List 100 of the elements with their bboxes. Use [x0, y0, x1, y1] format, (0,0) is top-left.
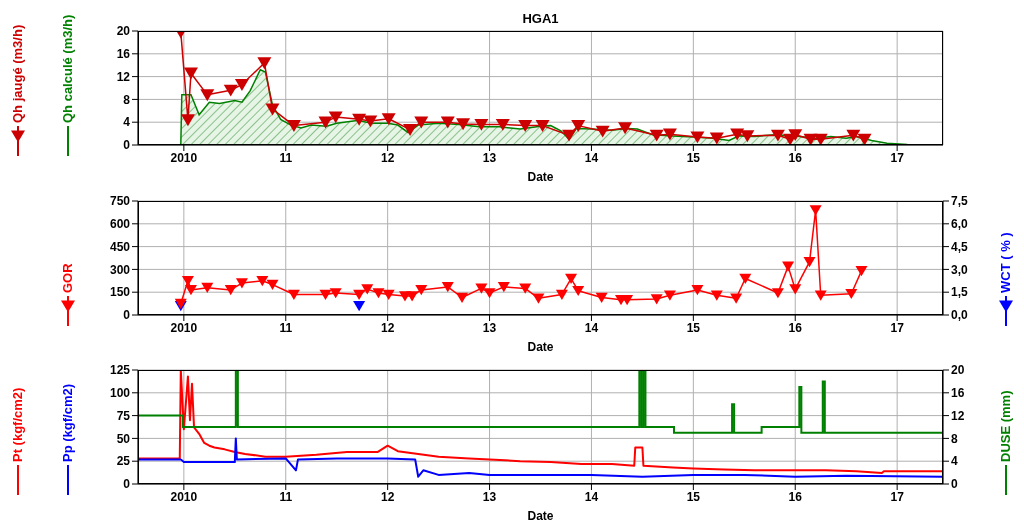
point — [353, 289, 366, 300]
point — [372, 288, 385, 299]
y2-tick-label: 3,0 — [951, 262, 969, 277]
y-tick-label: 0 — [123, 138, 131, 153]
chart-title: HGA1 — [521, 11, 560, 26]
point — [814, 290, 827, 301]
y-tick-label: 750 — [109, 194, 131, 209]
point — [782, 261, 795, 272]
point — [650, 294, 663, 305]
point — [497, 282, 510, 293]
y2-tick-label: 4 — [951, 454, 958, 469]
point — [649, 129, 664, 142]
y2-tick-label: 7,5 — [951, 194, 969, 209]
point — [771, 288, 784, 299]
point — [813, 133, 828, 145]
point — [352, 113, 367, 126]
point — [483, 288, 496, 299]
point — [788, 129, 803, 142]
point — [739, 273, 752, 284]
point — [287, 289, 300, 300]
point — [361, 284, 374, 295]
point — [201, 282, 214, 294]
point — [266, 279, 279, 290]
point — [200, 89, 215, 102]
point — [257, 57, 272, 70]
x-axis-title: Date — [527, 170, 554, 184]
point — [663, 290, 676, 301]
point — [518, 120, 533, 132]
point — [265, 103, 280, 116]
point — [475, 283, 488, 294]
y2-tick-label: 16 — [951, 386, 965, 401]
point — [474, 118, 489, 131]
text: DUSE (mm) — [998, 390, 1013, 462]
x-tick-label: 14 — [584, 320, 599, 335]
point — [184, 285, 197, 296]
text: Pp (kgf/cm2) — [60, 383, 75, 462]
point — [595, 292, 608, 303]
point — [809, 205, 822, 216]
y-tick-label: 150 — [109, 285, 131, 300]
y2-tick-label: 4,5 — [951, 239, 969, 254]
y-tick-label: 25 — [116, 454, 131, 469]
y2-tick-label: 8 — [951, 431, 958, 446]
point — [363, 115, 378, 128]
x-tick-label: 13 — [482, 489, 497, 504]
point — [710, 290, 723, 301]
x-tick-label: 15 — [686, 489, 701, 504]
point — [535, 120, 550, 132]
y-tick-label: 4 — [123, 115, 131, 130]
y2-tick-label: 12 — [951, 408, 965, 423]
y-tick-label: 12 — [116, 69, 131, 84]
x-tick-label: 14 — [584, 489, 599, 504]
point — [770, 129, 785, 142]
point — [456, 118, 471, 131]
y-tick-label: 8 — [123, 92, 131, 107]
point — [662, 128, 677, 141]
y-tick-label: 125 — [109, 363, 131, 378]
point — [857, 133, 872, 145]
x-tick-label: 16 — [788, 489, 803, 504]
y-tick-label: 0 — [123, 477, 131, 492]
y-tick-label: 50 — [116, 431, 131, 446]
point — [319, 289, 332, 300]
y-tick-label: 300 — [109, 262, 131, 277]
point — [709, 132, 724, 145]
point — [403, 124, 418, 136]
x-tick-label: 2010 — [170, 489, 198, 504]
x-tick-label: 16 — [788, 150, 803, 165]
point — [595, 125, 610, 138]
x-tick-label: 11 — [279, 489, 293, 504]
point — [235, 278, 248, 289]
point — [565, 273, 578, 284]
x-tick-label: 11 — [279, 150, 293, 165]
y-tick-label: 100 — [109, 386, 131, 401]
y2-tick-label: 6,0 — [951, 217, 969, 232]
y-tick-label: 20 — [116, 24, 131, 39]
point — [440, 116, 455, 129]
point — [845, 288, 858, 300]
point — [572, 285, 585, 297]
point — [730, 293, 743, 304]
point — [855, 266, 868, 277]
x-tick-label: 14 — [584, 150, 599, 165]
x-tick-label: 12 — [380, 489, 395, 504]
point — [495, 118, 510, 131]
point — [414, 116, 429, 129]
x-tick-label: 17 — [890, 489, 905, 504]
y-tick-label: 75 — [116, 408, 131, 423]
point — [519, 283, 532, 294]
line-series — [138, 437, 943, 478]
text: Qh calculé (m3/h) — [60, 14, 75, 123]
text: Qh jaugé (m3/h) — [10, 24, 25, 123]
x-tick-label: 15 — [686, 150, 701, 165]
point — [441, 282, 454, 293]
point — [691, 285, 704, 296]
y-tick-label: 0 — [123, 308, 131, 323]
x-tick-label: 13 — [482, 320, 497, 335]
x-tick-label: 12 — [380, 320, 395, 335]
point — [740, 130, 755, 143]
y-tick-label: 16 — [116, 47, 131, 62]
point — [803, 257, 816, 268]
point — [456, 292, 469, 303]
y2-tick-label: 1,5 — [951, 285, 969, 300]
